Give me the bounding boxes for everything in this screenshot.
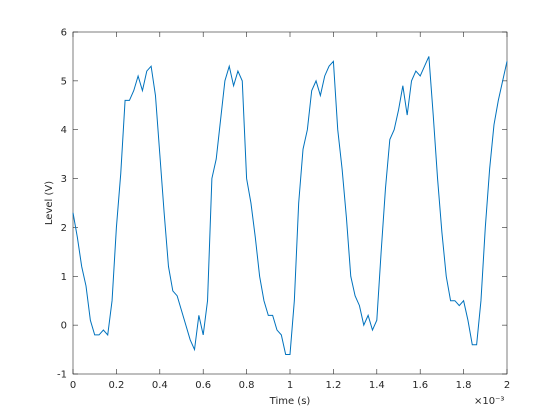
y-tick-label: -1: [57, 370, 67, 381]
x-exponent: ×10⁻³: [474, 396, 504, 407]
x-tick-label: 0.2: [108, 380, 124, 391]
y-tick-label: 2: [61, 223, 67, 234]
y-axis-label: Level (V): [44, 181, 55, 225]
y-tick-label: 1: [61, 272, 67, 283]
x-tick-label: 0.8: [239, 380, 255, 391]
x-tick-label: 0: [70, 380, 76, 391]
x-tick-label: 0.4: [152, 380, 168, 391]
x-axis-label: Time (s): [269, 396, 311, 407]
x-tick-label: 1.2: [325, 380, 341, 391]
y-tick-label: 6: [61, 28, 67, 39]
y-tick-label: 4: [61, 125, 67, 136]
x-tick-label: 0.6: [195, 380, 211, 391]
x-tick-label: 1.8: [456, 380, 472, 391]
x-tick-label: 1: [287, 380, 293, 391]
data-line: [72, 56, 508, 355]
y-tick-label: 0: [61, 321, 67, 332]
y-tick-label: 5: [61, 76, 67, 87]
x-tick-label: 1.6: [412, 380, 428, 391]
y-tick-label: 3: [61, 174, 67, 185]
x-tick-label: 1.4: [369, 380, 385, 391]
x-tick-label: 2: [504, 380, 510, 391]
